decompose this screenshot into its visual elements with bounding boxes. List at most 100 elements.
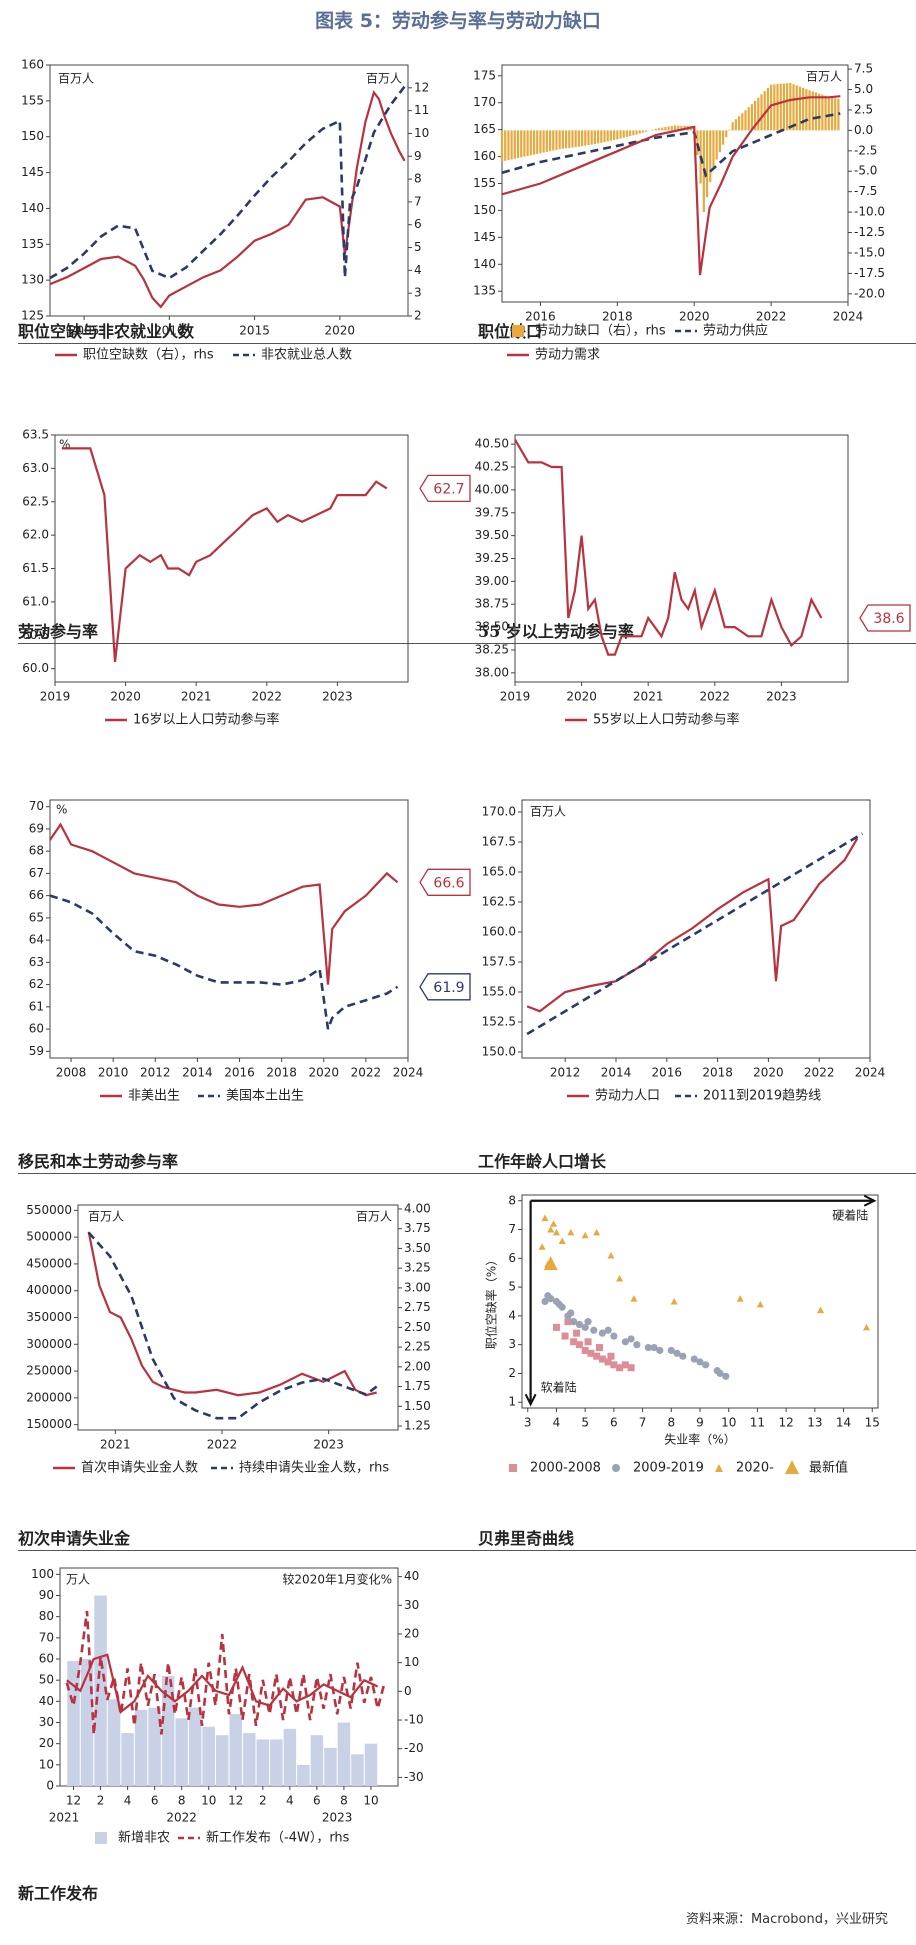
c8-point xyxy=(541,1214,549,1222)
c1-ytick-right-label: 3 xyxy=(414,286,422,300)
c3-xtick-label: 2023 xyxy=(322,690,353,704)
c3-xtick-label: 2022 xyxy=(252,690,283,704)
c8-point xyxy=(590,1326,598,1334)
c3-ytick-left-label: 60.5 xyxy=(22,628,49,642)
c2-legend-swatch xyxy=(512,325,524,337)
c2-ytick-right-label: -15.0 xyxy=(854,245,885,259)
c5-xtick-label: 2014 xyxy=(182,1066,213,1080)
c2-bar xyxy=(715,130,718,160)
c8-point xyxy=(670,1298,678,1305)
c7-ytick-right-label: 2.00 xyxy=(404,1359,431,1373)
c2-bar xyxy=(741,113,744,131)
c8-point xyxy=(555,1300,563,1308)
c2-bar xyxy=(670,126,673,131)
c2-bar xyxy=(542,130,545,153)
c2-bar xyxy=(795,85,798,131)
c2-xtick-label: 2022 xyxy=(756,310,787,324)
c9-bar xyxy=(148,1707,161,1786)
c9-bar xyxy=(175,1718,188,1786)
c2-bar xyxy=(657,128,661,131)
c8-xtick-label: 3 xyxy=(524,1416,532,1430)
c9-ytick-left-label: 40 xyxy=(39,1694,54,1708)
c2-bar xyxy=(712,130,715,168)
c2-bar xyxy=(500,130,504,162)
c2-bar xyxy=(789,82,792,131)
c2-bar xyxy=(597,130,600,144)
c9-ytick-right-label: -10 xyxy=(404,1713,424,1727)
c8-point xyxy=(598,1355,606,1363)
c6-ytick-left-label: 157.5 xyxy=(482,955,516,969)
c8-legend-swatch xyxy=(715,1464,723,1472)
c1-xtick-label: 2005 xyxy=(69,324,100,338)
c8-point xyxy=(567,1309,575,1317)
c2-bar xyxy=(629,130,632,137)
c8-point xyxy=(621,1361,629,1369)
c6-ytick-left-label: 162.5 xyxy=(482,895,516,909)
c8-point xyxy=(596,1344,604,1352)
c2-bar xyxy=(834,98,837,131)
c8-point xyxy=(604,1326,612,1334)
c2-bar xyxy=(680,125,683,131)
c2-bar xyxy=(782,83,786,131)
c2-bar xyxy=(622,130,625,138)
c9-bar xyxy=(351,1754,364,1786)
c2-ytick-right-label: 2.5 xyxy=(854,102,873,116)
c2-bar xyxy=(625,130,629,137)
c2-bar xyxy=(827,96,830,131)
c8-xtick-label: 7 xyxy=(639,1416,647,1430)
c8-point xyxy=(621,1338,629,1346)
c8-ytick-left-label: 4 xyxy=(508,1308,516,1322)
section-title-job-postings: 新工作发布 xyxy=(18,1884,99,1903)
c7-ytick-right-label: 3.75 xyxy=(404,1221,431,1235)
c3-ytick-left-label: 63.0 xyxy=(22,461,49,475)
c7-xtick-label: 2021 xyxy=(100,1438,131,1452)
c9-year-label: 2023 xyxy=(322,1811,353,1825)
c1-legend-label: 职位空缺数（右），rhs xyxy=(83,348,214,363)
c9-ytick-left-label: 10 xyxy=(39,1757,54,1771)
c8-ytick-left-label: 1 xyxy=(508,1395,516,1409)
c1-units-right: 百万人 xyxy=(366,72,402,86)
c2-ytick-left-label: 175 xyxy=(473,68,496,82)
c9-bar xyxy=(215,1735,229,1786)
c1-ytick-right-label: 12 xyxy=(414,80,429,94)
c9-year-label: 2021 xyxy=(49,1811,80,1825)
c4-ytick-left-label: 40.50 xyxy=(475,437,509,451)
c2-bar xyxy=(667,126,670,131)
c9-bar xyxy=(364,1743,378,1786)
c2-bar xyxy=(721,130,725,145)
c3-callout-box xyxy=(419,474,471,503)
c4-ytick-left-label: 39.75 xyxy=(475,505,509,519)
c6-xtick-label: 2020 xyxy=(753,1066,784,1080)
c8-point xyxy=(575,1341,583,1349)
c4-ytick-left-label: 40.25 xyxy=(475,460,509,474)
c1-ytick-left-label: 155 xyxy=(21,93,44,107)
c2-bar xyxy=(536,130,539,154)
c8-point xyxy=(610,1361,618,1369)
c9-ytick-right-label: 0 xyxy=(404,1684,412,1698)
c8-point xyxy=(581,1323,589,1332)
c9-bar xyxy=(67,1661,80,1786)
c8-point xyxy=(702,1361,710,1369)
c8-point xyxy=(561,1332,569,1340)
c9-bar xyxy=(229,1714,243,1786)
c2-bar xyxy=(616,130,619,140)
c2-bar xyxy=(558,130,561,150)
c2-bar xyxy=(773,84,776,131)
c2-bar xyxy=(737,116,741,131)
c8-point xyxy=(538,1243,546,1250)
c8-point xyxy=(575,1320,584,1329)
c8-point xyxy=(627,1335,635,1343)
c9-ytick-right-label: -30 xyxy=(404,1770,424,1784)
c2-bar xyxy=(529,130,532,156)
c5-ytick-left-label: 62 xyxy=(29,977,44,991)
c5-callout-label: 66.6 xyxy=(433,875,464,891)
c9-bar xyxy=(202,1726,215,1786)
c9-bar xyxy=(256,1739,270,1786)
c6-ytick-left-label: 155.0 xyxy=(482,985,516,999)
c8-point xyxy=(552,1323,560,1331)
c8-point xyxy=(552,1228,560,1236)
c7-ytick-left-label: 350000 xyxy=(26,1310,72,1324)
section-title-initial-claims: 初次申请失业金 xyxy=(18,1529,131,1548)
c2-ytick-right-label: 5.0 xyxy=(854,82,873,96)
c9-ytick-left-label: 30 xyxy=(39,1715,54,1729)
